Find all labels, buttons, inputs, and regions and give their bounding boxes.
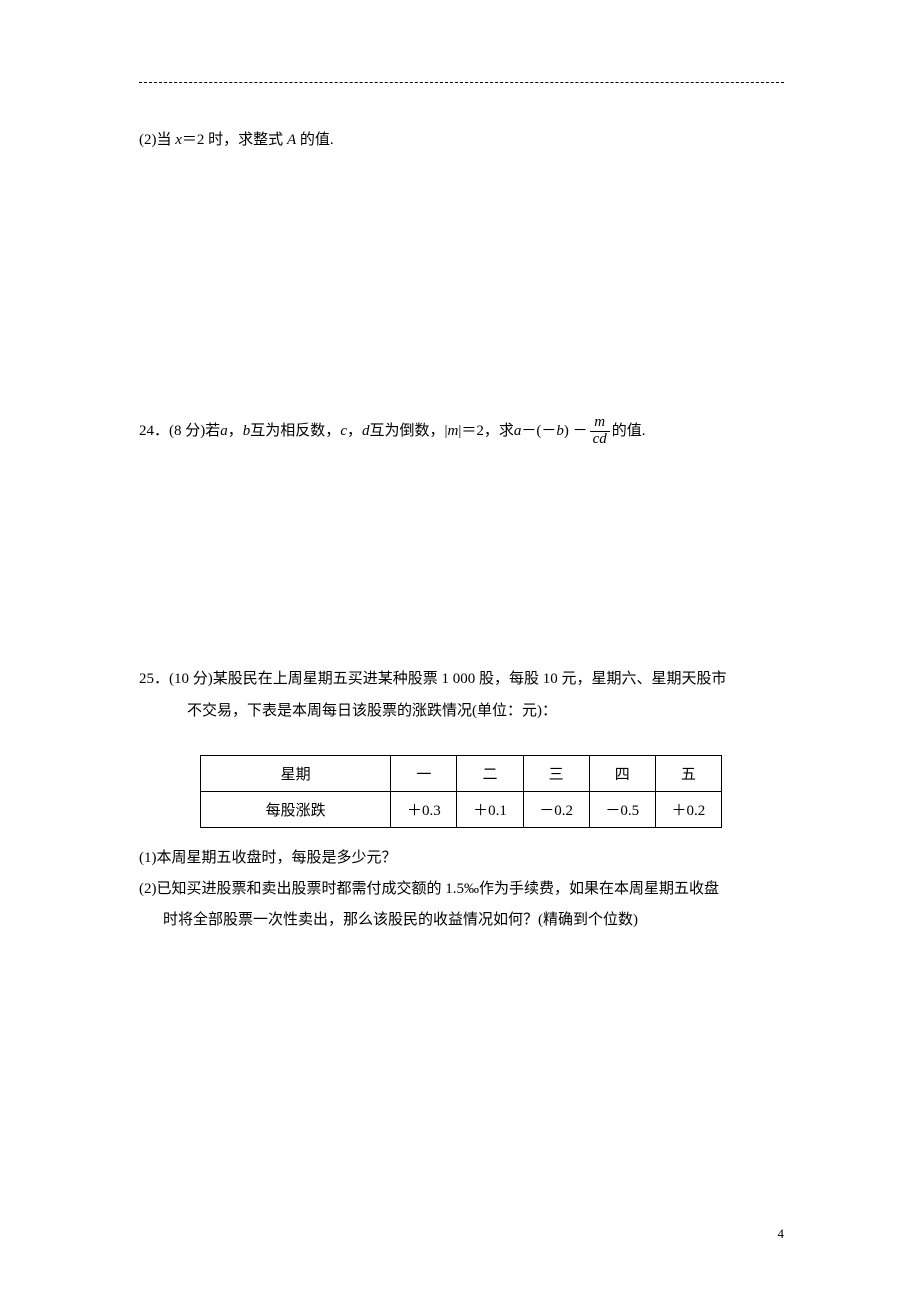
q24-points: (8 分) <box>169 419 205 443</box>
table-value: －0.5 <box>589 792 655 828</box>
q24-t3: 互为相反数， <box>250 419 340 443</box>
stock-table: 星期 一 二 三 四 五 每股涨跌 ＋0.3 ＋0.1 －0.2 －0.5 ＋0… <box>200 755 722 828</box>
q24-t7: －(－ <box>521 419 556 443</box>
q25-points: (10 分) <box>169 671 213 687</box>
q23-mid: ＝2 时，求整式 <box>182 132 287 148</box>
table-day: 四 <box>589 756 655 792</box>
table-row-label: 每股涨跌 <box>201 792 391 828</box>
q24-a: a <box>220 419 228 443</box>
table-row: 每股涨跌 ＋0.3 ＋0.1 －0.2 －0.5 ＋0.2 <box>201 792 722 828</box>
q24-frac-den: cd <box>590 432 610 448</box>
q23-prefix: (2)当 <box>139 132 175 148</box>
q25-subparts: (1)本周星期五收盘时，每股是多少元？ (2)已知买进股票和卖出股票时都需付成交… <box>139 843 784 935</box>
stock-table-wrap: 星期 一 二 三 四 五 每股涨跌 ＋0.3 ＋0.1 －0.2 －0.5 ＋0… <box>200 755 722 828</box>
table-day: 三 <box>523 756 589 792</box>
q23-var-A: A <box>287 132 296 148</box>
page-number: 4 <box>778 1226 785 1242</box>
q24-t1: 若 <box>205 419 220 443</box>
page-top-rule <box>139 82 784 83</box>
q23-part2: (2)当 x＝2 时，求整式 A 的值. <box>139 128 784 149</box>
q24-b2: b <box>556 419 564 443</box>
table-row: 星期 一 二 三 四 五 <box>201 756 722 792</box>
q24-b: b <box>243 419 251 443</box>
q25-line1b: 不交易，下表是本周每日该股票的涨跌情况(单位：元)： <box>139 696 784 728</box>
q23-var-x: x <box>175 132 182 148</box>
q25-intro: 25．(10 分)某股民在上周星期五买进某种股票 1 000 股，每股 10 元… <box>139 664 784 727</box>
table-day: 二 <box>457 756 523 792</box>
q24-frac-num: m <box>591 415 608 431</box>
q24-t2: ， <box>228 419 243 443</box>
q25-line1a: 某股民在上周星期五买进某种股票 1 000 股，每股 10 元，星期六、星期天股… <box>213 671 727 687</box>
q24-c: c <box>340 419 347 443</box>
q25-number: 25． <box>139 671 169 687</box>
q24: 24． (8 分) 若 a ， b 互为相反数， c ， d 互为倒数，| m … <box>139 415 784 448</box>
q24-d: d <box>362 419 370 443</box>
q25-part1: (1)本周星期五收盘时，每股是多少元？ <box>139 843 784 874</box>
q23-suffix: 的值. <box>296 132 334 148</box>
q25-part2a: (2)已知买进股票和卖出股票时都需付成交额的 1.5‰作为手续费，如果在本周星期… <box>139 874 784 905</box>
q24-a2: a <box>514 419 522 443</box>
q24-m-abs: m <box>448 419 459 443</box>
q24-t9: 的值. <box>612 419 646 443</box>
q24-t6: |＝2，求 <box>458 419 514 443</box>
table-value: ＋0.2 <box>655 792 721 828</box>
table-value: ＋0.1 <box>457 792 523 828</box>
table-day: 五 <box>655 756 721 792</box>
table-value: －0.2 <box>523 792 589 828</box>
table-row-header: 星期 <box>201 756 391 792</box>
table-value: ＋0.3 <box>391 792 457 828</box>
table-day: 一 <box>391 756 457 792</box>
q24-fraction: m cd <box>590 415 610 448</box>
q24-t8: ) － <box>564 419 588 443</box>
q25-part2b: 时将全部股票一次性卖出，那么该股民的收益情况如何？(精确到个位数) <box>139 905 784 936</box>
q24-number: 24． <box>139 419 169 443</box>
q24-t4: ， <box>347 419 362 443</box>
q24-t5: 互为倒数，| <box>370 419 448 443</box>
